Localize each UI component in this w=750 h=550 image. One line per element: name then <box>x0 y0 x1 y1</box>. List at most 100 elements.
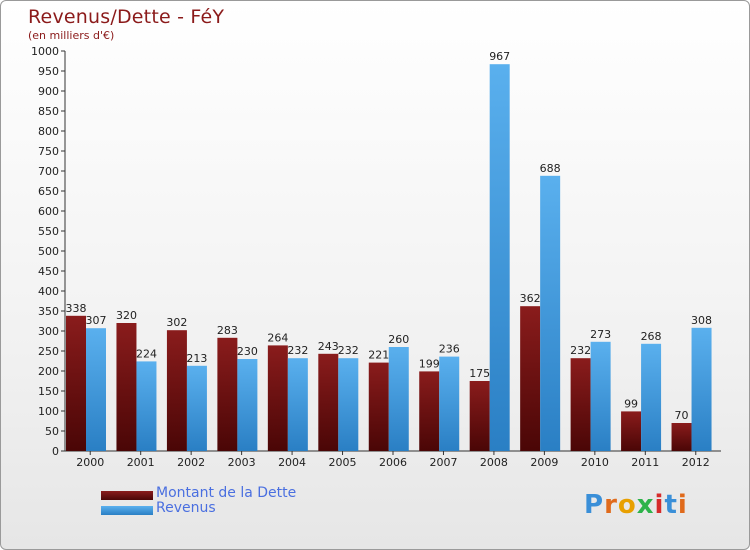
chart-title: Revenus/Dette - FéY <box>28 6 225 28</box>
legend-label-debt: Montant de la Dette <box>156 485 297 501</box>
data-label-revenue: 688 <box>540 162 561 175</box>
bar-debt <box>419 371 440 451</box>
data-label-revenue: 268 <box>641 330 662 343</box>
bar-revenue <box>388 347 409 451</box>
bar-debt <box>570 358 591 451</box>
bar-revenue <box>86 328 106 451</box>
data-label-revenue: 307 <box>86 314 107 327</box>
y-tick-label: 950 <box>38 65 59 78</box>
logo-letter: r <box>604 490 618 520</box>
data-label-debt: 199 <box>419 357 440 370</box>
x-tick-label: 2008 <box>480 456 508 469</box>
data-label-revenue: 260 <box>388 333 409 346</box>
legend-swatch-revenue <box>101 506 153 515</box>
y-tick-label: 500 <box>38 245 59 258</box>
y-tick-label: 550 <box>38 225 59 238</box>
data-label-debt: 283 <box>217 324 238 337</box>
data-label-revenue: 967 <box>489 50 510 63</box>
bar-debt <box>520 306 541 451</box>
logo-letter: o <box>617 490 637 520</box>
bar-debt <box>469 381 490 451</box>
data-label-debt: 99 <box>624 397 638 410</box>
data-label-debt: 320 <box>116 309 137 322</box>
data-label-debt: 338 <box>66 302 87 315</box>
y-tick-label: 900 <box>38 85 59 98</box>
logo-letter: i <box>677 490 688 520</box>
logo-letter: i <box>654 490 665 520</box>
data-label-debt: 264 <box>267 331 288 344</box>
logo-letter: t <box>664 490 678 520</box>
data-label-debt: 232 <box>570 344 591 357</box>
bar-revenue <box>489 64 510 451</box>
bar-debt <box>66 315 86 451</box>
bar-debt <box>267 345 288 451</box>
x-tick-label: 2006 <box>379 456 407 469</box>
y-tick-label: 450 <box>38 265 59 278</box>
chart-subtitle: (en milliers d'€) <box>28 29 115 42</box>
bar-revenue <box>641 343 662 451</box>
data-label-revenue: 230 <box>237 345 258 358</box>
y-tick-label: 0 <box>52 445 59 458</box>
data-label-revenue: 236 <box>439 343 460 356</box>
legend-swatch-debt <box>101 491 153 500</box>
x-tick-label: 2011 <box>631 456 659 469</box>
y-tick-label: 100 <box>38 405 59 418</box>
x-tick-label: 2007 <box>429 456 457 469</box>
data-label-debt: 70 <box>675 409 689 422</box>
data-label-revenue: 232 <box>287 344 308 357</box>
legend-label-revenue: Revenus <box>156 500 216 516</box>
bar-debt <box>671 423 692 451</box>
x-tick-label: 2010 <box>581 456 609 469</box>
x-tick-label: 2002 <box>177 456 205 469</box>
y-tick-label: 50 <box>45 425 59 438</box>
data-label-debt: 175 <box>469 367 490 380</box>
data-label-debt: 221 <box>368 349 389 362</box>
bar-debt <box>217 337 238 451</box>
y-tick-label: 1000 <box>31 45 59 58</box>
data-label-debt: 243 <box>318 340 339 353</box>
y-tick-label: 700 <box>38 165 59 178</box>
x-tick-label: 2003 <box>228 456 256 469</box>
bar-revenue <box>540 175 561 452</box>
bar-revenue <box>439 356 460 451</box>
data-label-revenue: 213 <box>186 352 207 365</box>
bar-debt <box>368 362 389 451</box>
y-tick-label: 250 <box>38 345 59 358</box>
x-tick-label: 2004 <box>278 456 306 469</box>
data-label-debt: 362 <box>520 292 541 305</box>
data-label-revenue: 224 <box>136 347 157 360</box>
x-tick-label: 2001 <box>127 456 155 469</box>
bar-debt <box>318 353 339 451</box>
data-label-debt: 302 <box>166 316 187 329</box>
data-label-revenue: 232 <box>338 344 359 357</box>
y-tick-label: 850 <box>38 105 59 118</box>
chart-axes: 0 50 100 150 200 250 300 350 400 450 500 550 600 650 7… <box>31 45 721 469</box>
bar-revenue <box>590 341 611 451</box>
y-tick-label: 150 <box>38 385 59 398</box>
y-tick-label: 200 <box>38 365 59 378</box>
bar-revenue <box>136 361 157 451</box>
x-tick-label: 2012 <box>682 456 710 469</box>
bar-debt <box>166 330 187 451</box>
y-tick-label: 300 <box>38 325 59 338</box>
x-tick-label: 2005 <box>329 456 357 469</box>
bar-revenue <box>287 358 308 451</box>
logo-letter: P <box>584 490 605 520</box>
y-tick-label: 350 <box>38 305 59 318</box>
bar-revenue <box>237 359 258 451</box>
logo-letter: x <box>636 490 655 520</box>
bar-debt <box>621 411 642 451</box>
y-tick-label: 650 <box>38 185 59 198</box>
proxiti-logo: Proxiti <box>584 490 688 520</box>
bar-revenue <box>691 327 712 451</box>
y-tick-label: 600 <box>38 205 59 218</box>
x-tick-label: 2000 <box>76 456 104 469</box>
y-tick-label: 400 <box>38 285 59 298</box>
y-tick-label: 800 <box>38 125 59 138</box>
data-label-revenue: 273 <box>590 328 611 341</box>
bar-revenue <box>338 358 359 451</box>
y-tick-label: 750 <box>38 145 59 158</box>
